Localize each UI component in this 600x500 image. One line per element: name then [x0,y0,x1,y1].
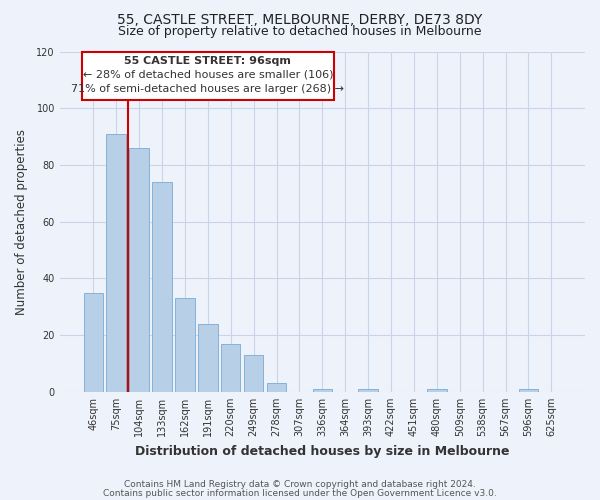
Text: 55, CASTLE STREET, MELBOURNE, DERBY, DE73 8DY: 55, CASTLE STREET, MELBOURNE, DERBY, DE7… [118,12,482,26]
Text: Contains HM Land Registry data © Crown copyright and database right 2024.: Contains HM Land Registry data © Crown c… [124,480,476,489]
Bar [358,389,378,392]
Bar [175,298,194,392]
Text: 71% of semi-detached houses are larger (268) →: 71% of semi-detached houses are larger (… [71,84,344,94]
Bar [130,148,149,392]
Bar [83,292,103,392]
Bar [427,389,446,392]
Text: Contains public sector information licensed under the Open Government Licence v3: Contains public sector information licen… [103,489,497,498]
Text: ← 28% of detached houses are smaller (106): ← 28% of detached houses are smaller (10… [83,70,333,80]
Bar [519,389,538,392]
Bar [152,182,172,392]
Bar [244,355,263,392]
X-axis label: Distribution of detached houses by size in Melbourne: Distribution of detached houses by size … [135,444,509,458]
Y-axis label: Number of detached properties: Number of detached properties [15,128,28,314]
Bar [267,384,286,392]
Text: 55 CASTLE STREET: 96sqm: 55 CASTLE STREET: 96sqm [124,56,291,66]
Text: Size of property relative to detached houses in Melbourne: Size of property relative to detached ho… [118,25,482,38]
Bar [106,134,126,392]
FancyBboxPatch shape [82,52,334,100]
Bar [221,344,241,392]
Bar [198,324,218,392]
Bar [313,389,332,392]
